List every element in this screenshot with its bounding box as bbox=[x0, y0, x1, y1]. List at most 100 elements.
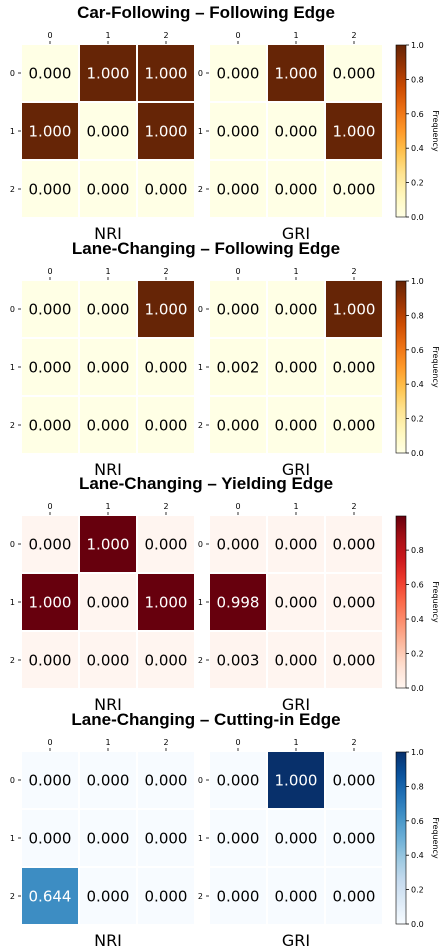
y-tick-label: 0 bbox=[198, 305, 203, 314]
colorbar-tick-label: 0.0 bbox=[411, 449, 424, 458]
heatmap-cell bbox=[80, 161, 136, 217]
x-tick-label: 2 bbox=[351, 267, 356, 276]
y-tick-label: 0 bbox=[10, 305, 15, 314]
colorbar-tick-label: 0.2 bbox=[411, 650, 424, 659]
heatmap-cell bbox=[22, 574, 78, 630]
cell-value-label: 0.000 bbox=[145, 772, 188, 790]
y-tick-label: 0 bbox=[198, 776, 203, 785]
heatmap-panel: 0 1 2 0 1 2 0.000 0.000 0.000 0.000 0.000 0.000 0.64… bbox=[10, 738, 194, 950]
heatmap-cell bbox=[268, 752, 324, 808]
colorbar: 0.0 0.2 0.4 0.6 0.8 1.0 Frequency bbox=[395, 748, 440, 929]
cell-value-label: 0.000 bbox=[87, 652, 130, 670]
colorbar-label: Frequency bbox=[431, 110, 440, 152]
cell-value-label: 0.000 bbox=[275, 123, 318, 141]
y-tick-label: 1 bbox=[198, 127, 203, 136]
heatmap-cell bbox=[326, 161, 382, 217]
cell-value-label: 0.000 bbox=[29, 301, 72, 319]
cell-value-label: 0.000 bbox=[87, 772, 130, 790]
cell-value-label: 0.000 bbox=[29, 830, 72, 848]
cell-value-label: 0.000 bbox=[275, 594, 318, 612]
panel-label: NRI bbox=[94, 460, 122, 479]
heatmap-cell bbox=[22, 868, 78, 924]
cell-value-label: 0.000 bbox=[333, 417, 376, 435]
cell-value-label: 1.000 bbox=[29, 123, 72, 141]
x-tick-label: 2 bbox=[163, 267, 168, 276]
cell-value-label: 0.000 bbox=[217, 536, 260, 554]
heatmap-panel: 0 1 2 0 1 2 0.000 1.000 0.000 0.000 0.000 1.000 0.00… bbox=[198, 31, 382, 243]
x-tick-label: 1 bbox=[293, 267, 298, 276]
colorbar-label: Frequency bbox=[431, 817, 440, 859]
x-tick-label: 0 bbox=[235, 502, 240, 511]
y-tick-label: 2 bbox=[198, 656, 203, 665]
colorbar-gradient bbox=[395, 515, 407, 689]
heatmap-cell bbox=[138, 868, 194, 924]
heatmap-cell bbox=[22, 281, 78, 337]
y-tick-label: 1 bbox=[198, 598, 203, 607]
colorbar-tick-label: 0.2 bbox=[411, 415, 424, 424]
heatmap-cell bbox=[80, 45, 136, 101]
panel-label: NRI bbox=[94, 695, 122, 714]
x-tick-label: 0 bbox=[47, 502, 52, 511]
heatmap-cell bbox=[268, 632, 324, 688]
cell-value-label: 0.000 bbox=[145, 888, 188, 906]
cell-value-label: 0.000 bbox=[145, 181, 188, 199]
cell-value-label: 0.000 bbox=[333, 359, 376, 377]
heatmap-cell bbox=[22, 810, 78, 866]
colorbar-tick-label: 1.0 bbox=[411, 277, 424, 286]
cell-value-label: 0.000 bbox=[87, 888, 130, 906]
cell-value-label: 0.000 bbox=[87, 594, 130, 612]
heatmap-cell bbox=[268, 868, 324, 924]
cell-value-label: 0.000 bbox=[87, 301, 130, 319]
heatmap-panel: 0 1 2 0 1 2 0.000 1.000 0.000 0.000 0.000 0.000 0.00… bbox=[198, 738, 382, 950]
cell-value-label: 0.000 bbox=[29, 181, 72, 199]
cell-value-label: 0.000 bbox=[275, 536, 318, 554]
cell-value-label: 0.000 bbox=[29, 536, 72, 554]
x-tick-label: 1 bbox=[293, 31, 298, 40]
panel-label: NRI bbox=[94, 931, 122, 950]
colorbar-gradient bbox=[395, 751, 407, 925]
cell-value-label: 0.000 bbox=[145, 830, 188, 848]
cell-value-label: 0.000 bbox=[275, 830, 318, 848]
cell-value-label: 0.644 bbox=[29, 888, 72, 906]
cell-value-label: 0.000 bbox=[87, 830, 130, 848]
colorbar-label: Frequency bbox=[431, 346, 440, 388]
cell-value-label: 0.000 bbox=[87, 123, 130, 141]
cell-value-label: 0.000 bbox=[275, 359, 318, 377]
heatmap-cell bbox=[210, 45, 266, 101]
colorbar-label: Frequency bbox=[431, 581, 440, 623]
heatmap-cell bbox=[22, 397, 78, 453]
heatmap-panel: 0 1 2 0 1 2 0.000 0.000 1.000 0.000 0.000 0.000 0.00… bbox=[10, 267, 194, 479]
heatmap-cell bbox=[268, 810, 324, 866]
heatmap-cell bbox=[210, 868, 266, 924]
heatmap-cell bbox=[138, 810, 194, 866]
x-tick-label: 1 bbox=[105, 502, 110, 511]
heatmap-cell bbox=[22, 516, 78, 572]
colorbar: 0.0 0.2 0.4 0.6 0.8 Frequency bbox=[395, 515, 440, 693]
x-tick-label: 1 bbox=[293, 738, 298, 747]
panel-label: GRI bbox=[282, 931, 310, 950]
heatmap-cell bbox=[210, 397, 266, 453]
cell-value-label: 0.000 bbox=[275, 652, 318, 670]
cell-value-label: 1.000 bbox=[275, 772, 318, 790]
y-tick-label: 1 bbox=[10, 598, 15, 607]
cell-value-label: 0.000 bbox=[145, 536, 188, 554]
heatmap-cell bbox=[268, 397, 324, 453]
colorbar-tick-label: 1.0 bbox=[411, 748, 424, 757]
heatmap-cell bbox=[268, 516, 324, 572]
y-tick-label: 0 bbox=[10, 776, 15, 785]
y-tick-label: 2 bbox=[10, 421, 15, 430]
heatmap-cell bbox=[326, 632, 382, 688]
cell-value-label: 0.000 bbox=[275, 301, 318, 319]
heatmap-cell bbox=[326, 752, 382, 808]
y-tick-label: 0 bbox=[198, 69, 203, 78]
heatmap-cell bbox=[210, 339, 266, 395]
x-tick-label: 2 bbox=[163, 738, 168, 747]
x-tick-label: 1 bbox=[105, 738, 110, 747]
colorbar-tick-label: 0.8 bbox=[411, 311, 424, 320]
cell-value-label: 0.000 bbox=[217, 830, 260, 848]
cell-value-label: 0.000 bbox=[333, 536, 376, 554]
colorbar-tick-label: 0.8 bbox=[411, 75, 424, 84]
heatmap-cell bbox=[268, 574, 324, 630]
heatmap-cell bbox=[210, 103, 266, 159]
colorbar-tick-label: 0.4 bbox=[411, 851, 424, 860]
